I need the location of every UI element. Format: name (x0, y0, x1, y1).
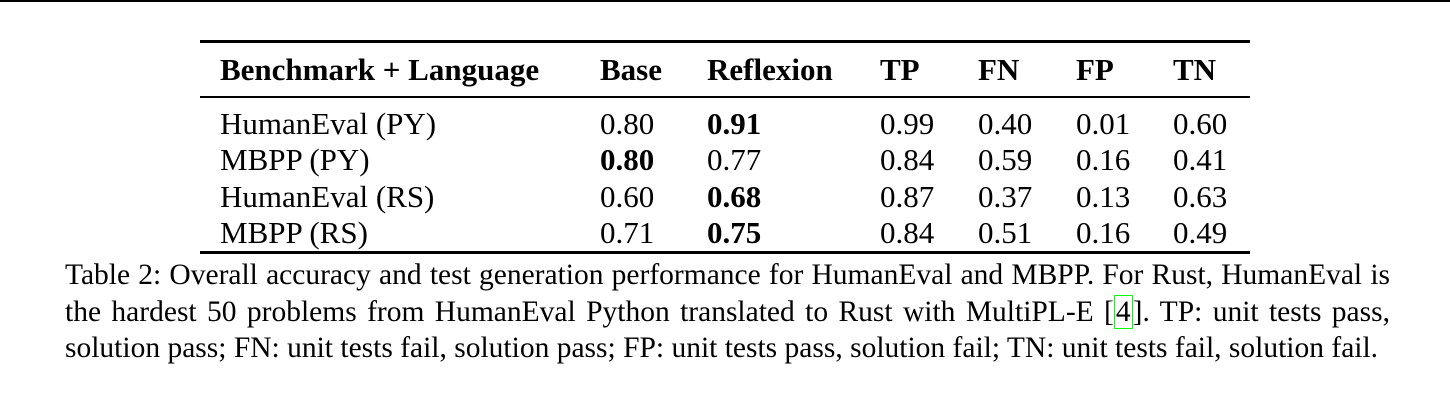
cell-reflexion: 0.77 (707, 142, 762, 178)
cell-tp: 0.84 (880, 142, 935, 178)
header-tn: TN (1173, 51, 1217, 87)
header-fn: FN (978, 51, 1020, 87)
caption-text: Table 2: Overall accuracy and test gener… (65, 259, 1390, 328)
table-row: HumanEval (RS) 0.60 0.68 0.87 0.37 0.13 … (200, 179, 1250, 216)
cell-reflexion: 0.75 (707, 215, 762, 250)
cell-tp: 0.84 (880, 215, 935, 250)
cell-reflexion: 0.91 (707, 106, 762, 141)
cell-tn: 0.63 (1173, 178, 1228, 214)
cell-fp: 0.16 (1076, 215, 1131, 250)
table-caption: Table 2: Overall accuracy and test gener… (65, 257, 1390, 367)
citation-link[interactable]: 4 (1113, 294, 1133, 329)
cell-tp: 0.87 (880, 178, 935, 214)
cell-base: 0.80 (600, 106, 655, 141)
cell-fp: 0.13 (1076, 178, 1131, 214)
caption-text-continued: ]. TP: unit tests pass, solution pass; F… (65, 295, 1390, 365)
table-row: MBPP (RS) 0.71 0.75 0.84 0.51 0.16 0.49 (200, 215, 1250, 253)
header-base: Base (600, 51, 662, 87)
cell-benchmark: MBPP (PY) (220, 142, 370, 178)
cell-fn: 0.40 (978, 106, 1033, 141)
cell-tn: 0.49 (1173, 215, 1228, 250)
cell-fn: 0.37 (978, 178, 1033, 214)
header-tp: TP (880, 51, 920, 87)
cell-tn: 0.60 (1173, 106, 1228, 141)
cell-tn: 0.41 (1173, 142, 1228, 178)
header-fp: FP (1076, 51, 1114, 87)
cell-reflexion: 0.68 (707, 178, 762, 214)
cell-benchmark: HumanEval (RS) (220, 178, 435, 214)
table-header-row: Benchmark + Language Base Reflexion TP F… (200, 41, 1250, 97)
cell-fp: 0.01 (1076, 106, 1131, 141)
results-table: Benchmark + Language Base Reflexion TP F… (200, 40, 1250, 254)
cell-fn: 0.59 (978, 142, 1033, 178)
cell-fp: 0.16 (1076, 142, 1131, 178)
page-top-border (0, 0, 1450, 2)
cell-base: 0.60 (600, 178, 655, 214)
cell-tp: 0.99 (880, 106, 935, 141)
cell-benchmark: MBPP (RS) (220, 215, 368, 250)
cell-fn: 0.51 (978, 215, 1033, 250)
cell-base: 0.80 (600, 142, 655, 178)
header-benchmark: Benchmark + Language (220, 51, 540, 87)
cell-base: 0.71 (600, 215, 655, 250)
cell-benchmark: HumanEval (PY) (220, 106, 437, 141)
header-reflexion: Reflexion (707, 51, 833, 87)
table-row: MBPP (PY) 0.80 0.77 0.84 0.59 0.16 0.41 (200, 142, 1250, 179)
table-row: HumanEval (PY) 0.80 0.91 0.99 0.40 0.01 … (200, 97, 1250, 142)
